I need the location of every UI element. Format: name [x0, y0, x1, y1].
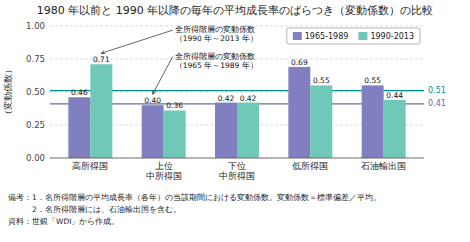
note: 備考：1．名所得階層の平均成長率（各年）の当該期間における変動係数。変動係数＝標…	[8, 193, 381, 202]
data-label: 0.42	[218, 94, 235, 103]
y-axis-label: （変動係数）	[3, 65, 13, 119]
x-tick-label: 石油輸出国	[361, 161, 406, 171]
data-label: 0.55	[364, 76, 381, 85]
bar	[68, 97, 90, 158]
bar	[142, 105, 164, 158]
y-tick-label: 0.25	[26, 120, 45, 130]
y-tick-label: 0.75	[26, 54, 45, 64]
text-line: 下位	[228, 161, 246, 171]
data-label: 0.71	[93, 55, 110, 64]
text-line: （1990 年～2013 年）	[175, 34, 258, 43]
annotation: 全所得階層の変動係数（1990 年～2013 年）	[175, 25, 258, 43]
annotation-arrow	[153, 57, 173, 95]
text-line: 中所得国	[219, 171, 255, 181]
legend-label: 1965-1989	[305, 32, 349, 41]
reference-label: 0.51	[428, 86, 446, 95]
data-labels: 0.46 0.40 0.42 0.69 0.55 0.71 0.36 0.42 0.55 0.44	[71, 55, 403, 110]
data-label: 0.55	[313, 76, 330, 85]
data-label: 0.46	[71, 88, 88, 97]
x-tick-label: 上位中所得国	[146, 161, 182, 181]
x-axis-line	[50, 158, 424, 159]
data-label: 0.42	[240, 94, 257, 103]
legend: 1965-1989 1990-2013	[287, 28, 420, 44]
text-line: 全所得階層の変動係数	[175, 52, 255, 61]
bar	[237, 103, 259, 158]
bars	[68, 64, 405, 158]
text-line: 全所得階層の変動係数	[175, 25, 255, 34]
bar	[90, 64, 112, 158]
data-label: 0.44	[386, 91, 403, 100]
legend-swatch	[293, 32, 302, 40]
grid-line	[50, 158, 424, 159]
data-label: 0.69	[291, 58, 308, 67]
x-tick-label: 高所得国	[72, 161, 108, 171]
data-label: 0.36	[166, 101, 183, 110]
bar	[384, 100, 406, 158]
annotation-arrow	[101, 30, 172, 53]
legend-frame	[287, 28, 420, 44]
data-label: 0.40	[144, 96, 161, 105]
text-line: 高所得国	[72, 161, 108, 171]
bar	[362, 85, 384, 158]
chart: 1980 年以前と 1990 年以降の毎年の平均成長率のばらつき（変動係数）の比…	[0, 0, 470, 242]
y-tick-label: 0.50	[26, 87, 45, 97]
title: 1980 年以前と 1990 年以降の毎年の平均成長率のばらつき（変動係数）の比…	[37, 4, 433, 17]
x-tick-label: 下位中所得国	[219, 161, 255, 181]
bar	[310, 85, 332, 158]
grid	[50, 26, 424, 158]
text-line: 上位	[155, 161, 173, 171]
y-tick-label: 0.00	[26, 153, 45, 163]
text-line: 低所得国	[292, 161, 328, 171]
source: 資料：世銀「WDI」から作成。	[8, 217, 119, 226]
note: 2．名所得階層には、石油輸出国を含む。	[8, 205, 181, 214]
reference-label: 0.41	[428, 99, 446, 108]
text-line: 中所得国	[146, 171, 182, 181]
text-line: （1965 年～1989 年）	[175, 61, 258, 70]
legend-swatch	[358, 32, 367, 40]
bar	[164, 110, 186, 158]
bar	[288, 67, 310, 158]
text-line: 石油輸出国	[361, 161, 406, 171]
annotation: 全所得階層の変動係数（1965 年～1989 年）	[175, 52, 258, 70]
legend-label: 1990-2013	[370, 32, 414, 41]
y-tick-label: 1.00	[26, 21, 45, 31]
x-tick-label: 低所得国	[292, 161, 328, 171]
bar	[215, 103, 237, 158]
